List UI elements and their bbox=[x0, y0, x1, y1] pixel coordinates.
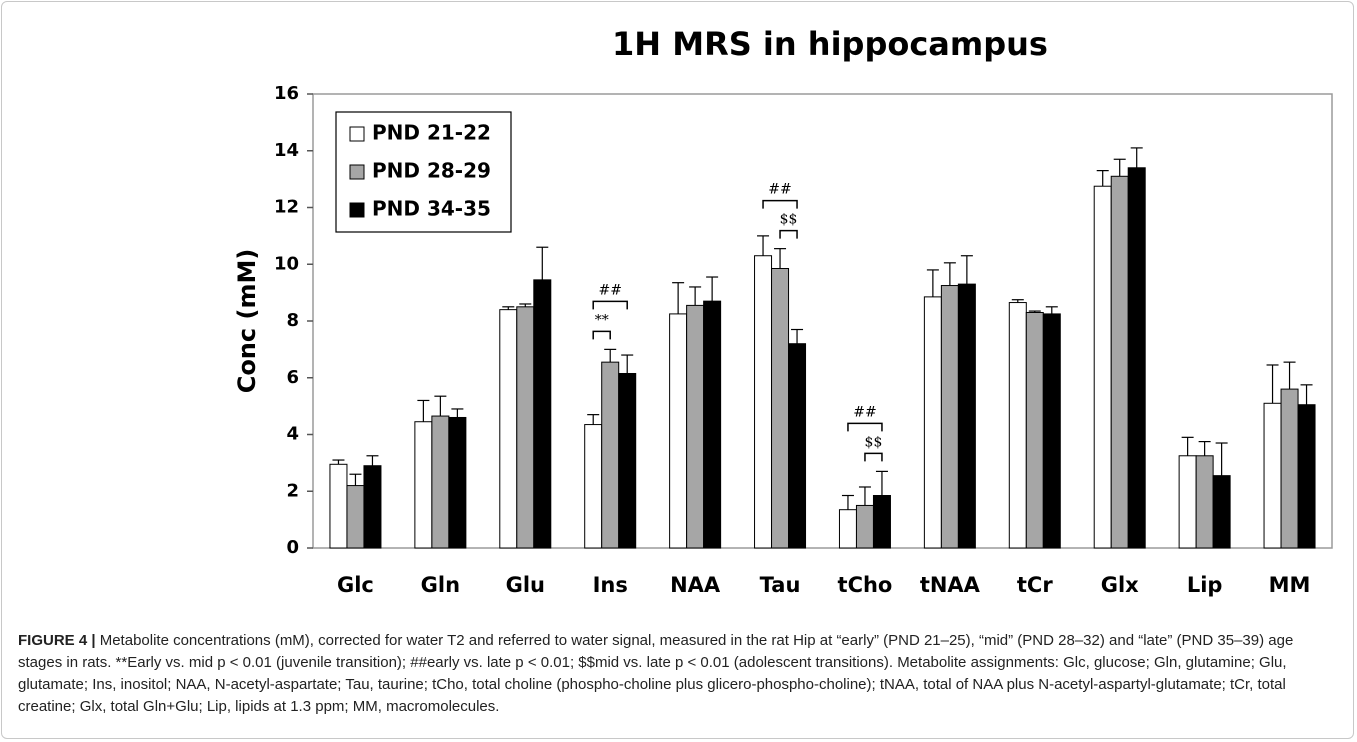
bar bbox=[329, 463, 348, 549]
bar bbox=[838, 509, 857, 549]
caption-label: FIGURE 4 | bbox=[18, 632, 96, 649]
bar bbox=[957, 283, 976, 549]
x-tick-label: NAA bbox=[670, 573, 721, 597]
y-tick-label: 6 bbox=[286, 367, 299, 388]
bar bbox=[923, 296, 942, 549]
bar bbox=[346, 485, 365, 549]
significance-label: ## bbox=[598, 282, 621, 298]
bar bbox=[1025, 311, 1044, 549]
chart-title: 1H MRS in hippocampus bbox=[612, 25, 1048, 63]
bar bbox=[533, 279, 552, 549]
x-tick-label: Glc bbox=[337, 573, 374, 597]
bar bbox=[414, 421, 433, 549]
x-tick-label: Lip bbox=[1187, 573, 1223, 597]
x-tick-label: Ins bbox=[593, 573, 628, 597]
bar bbox=[855, 504, 874, 549]
y-tick-label: 4 bbox=[286, 424, 299, 445]
legend-swatch bbox=[349, 126, 365, 142]
y-tick-label: 0 bbox=[286, 537, 299, 558]
y-axis-title: Conc (mM) bbox=[233, 249, 261, 394]
bar bbox=[686, 304, 705, 549]
bar bbox=[584, 424, 603, 549]
bar bbox=[788, 343, 807, 549]
significance-label: $$ bbox=[865, 434, 883, 450]
y-tick-label: 16 bbox=[274, 83, 299, 104]
caption: FIGURE 4 | Metabolite concentrations (mM… bbox=[18, 630, 1338, 718]
bar bbox=[1093, 185, 1112, 549]
bar bbox=[1263, 402, 1282, 549]
bar bbox=[1110, 175, 1129, 549]
bar bbox=[1280, 388, 1299, 549]
bar bbox=[754, 255, 773, 549]
x-tick-label: Gln bbox=[421, 573, 460, 597]
bar bbox=[618, 372, 637, 549]
bar bbox=[1297, 404, 1316, 549]
y-tick-label: 10 bbox=[274, 253, 299, 274]
legend-label: PND 34-35 bbox=[372, 197, 491, 221]
bar bbox=[431, 415, 450, 549]
legend-label: PND 21-22 bbox=[372, 121, 491, 145]
significance-bracket bbox=[592, 330, 611, 340]
significance-label: ** bbox=[595, 312, 609, 328]
legend-label: PND 28-29 bbox=[372, 159, 491, 183]
bar bbox=[771, 268, 790, 549]
x-tick-label: tCho bbox=[838, 573, 893, 597]
legend-swatch bbox=[349, 202, 365, 218]
x-tick-label: tCr bbox=[1017, 573, 1053, 597]
y-tick-label: 14 bbox=[274, 140, 299, 161]
x-tick-label: Glu bbox=[506, 573, 545, 597]
y-tick-label: 2 bbox=[286, 480, 299, 501]
x-tick-label: Tau bbox=[760, 573, 801, 597]
caption-text: Metabolite concentrations (mM), correcte… bbox=[18, 632, 1294, 715]
significance-label: ## bbox=[768, 182, 791, 198]
bar bbox=[1178, 455, 1197, 549]
x-tick-label: MM bbox=[1269, 573, 1311, 597]
bar bbox=[703, 300, 722, 549]
bar bbox=[872, 495, 891, 549]
significance-label: $$ bbox=[780, 212, 798, 228]
legend-box bbox=[335, 111, 512, 233]
y-tick-label: 8 bbox=[286, 310, 299, 331]
bar bbox=[1212, 475, 1231, 549]
bar bbox=[1195, 455, 1214, 549]
bar bbox=[1042, 313, 1061, 549]
y-tick-label: 12 bbox=[274, 197, 299, 218]
legend-swatch bbox=[349, 164, 365, 180]
significance-bracket bbox=[847, 422, 883, 432]
bar bbox=[940, 285, 959, 549]
significance-bracket bbox=[864, 452, 883, 462]
bar bbox=[448, 416, 467, 549]
significance-bracket bbox=[762, 199, 798, 209]
significance-bracket bbox=[779, 229, 798, 239]
x-tick-label: tNAA bbox=[920, 573, 981, 597]
bar bbox=[363, 465, 382, 549]
bar bbox=[669, 313, 688, 549]
bar bbox=[516, 306, 535, 549]
significance-label: ## bbox=[853, 404, 876, 420]
bar bbox=[1008, 302, 1027, 549]
significance-bracket bbox=[592, 300, 628, 310]
x-tick-label: Glx bbox=[1101, 573, 1139, 597]
bar bbox=[1127, 167, 1146, 549]
chart: 1H MRS in hippocampus Conc (mM) 0 2 4 6 8 10 1… bbox=[233, 25, 1333, 597]
bar bbox=[499, 309, 518, 549]
bar bbox=[601, 361, 620, 549]
